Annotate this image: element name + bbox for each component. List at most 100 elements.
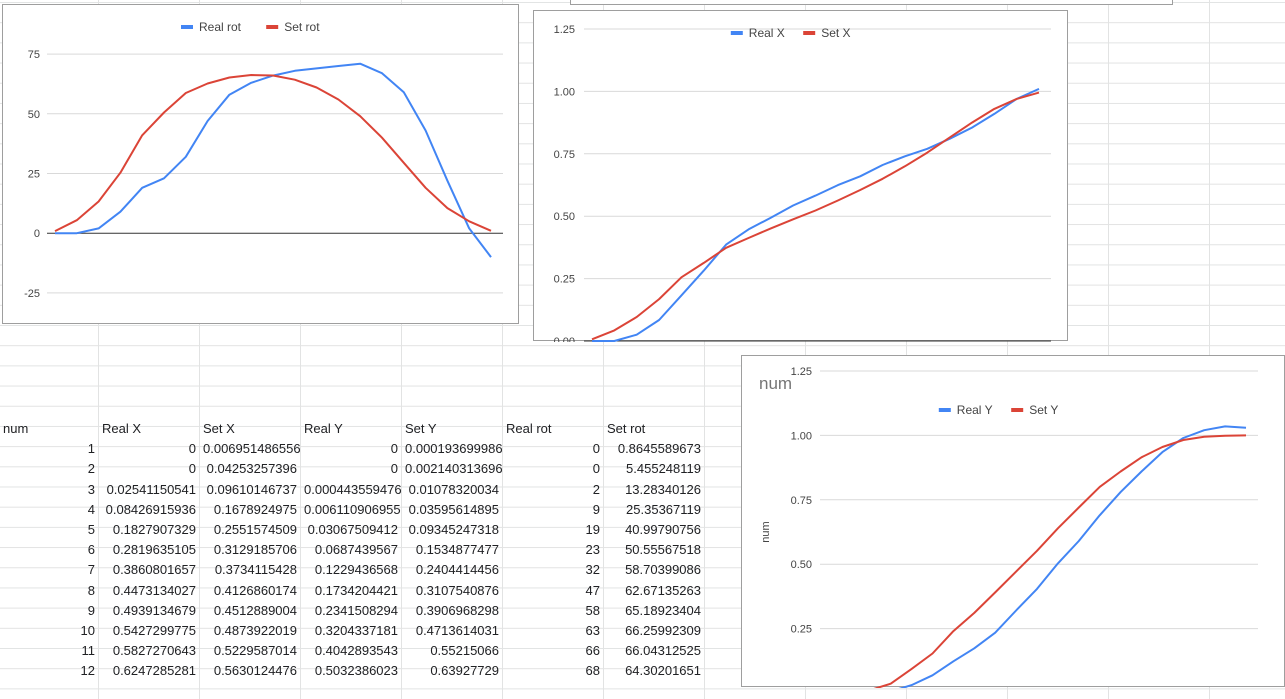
table-cell[interactable]: 0.08426915936 (105, 501, 196, 517)
table-cell[interactable]: 0.63927729 (430, 663, 499, 679)
table-cell[interactable]: 0.1678924975 (213, 501, 297, 517)
table-cell[interactable]: 0.2404414456 (415, 562, 499, 578)
table-cell[interactable]: 0.002140313696 (405, 461, 502, 477)
table-cell[interactable]: 0.4473134027 (112, 582, 196, 598)
table-cell[interactable]: 19 (585, 522, 600, 537)
table-cell[interactable]: 64.30201651 (625, 663, 701, 679)
table-cell[interactable]: 66.25992309 (625, 623, 701, 638)
table-cell[interactable]: 32 (585, 562, 600, 578)
table-cell[interactable]: 0.3204337181 (314, 623, 398, 638)
table-cell[interactable]: 0.3860801657 (112, 562, 196, 578)
table-cell[interactable]: 40.99790756 (625, 522, 701, 537)
table-cell[interactable]: 0.01078320034 (408, 481, 499, 497)
table-cell[interactable]: 13.28340126 (625, 481, 701, 497)
table-row: 3 0.02541150541 0.09610146737 0.00044355947… (0, 480, 705, 500)
table-cell[interactable]: 0.1534877477 (415, 542, 499, 558)
table-cell[interactable]: 0.3734115428 (214, 562, 297, 578)
table-cell[interactable]: 0.006951486556 (203, 441, 300, 457)
table-cell[interactable]: 11 (81, 643, 96, 659)
table-cell[interactable]: 0.006110906955 (304, 501, 401, 517)
header-cell[interactable]: Real X (102, 421, 142, 436)
header-cell[interactable]: Real Y (304, 421, 343, 436)
table-cell[interactable]: 0 (592, 441, 600, 457)
table-cell[interactable]: 10 (80, 623, 95, 638)
table-cell[interactable]: 9 (87, 602, 95, 618)
table-cell[interactable]: 9 (592, 501, 600, 517)
table-cell[interactable]: 0.2341508294 (314, 602, 398, 618)
table-cell[interactable]: 0.3906968298 (415, 602, 499, 618)
table-cell[interactable]: 0.5229587014 (213, 643, 297, 659)
table-cell[interactable]: 66 (585, 643, 600, 659)
table-cell[interactable]: 0.4042893543 (314, 643, 398, 659)
table-cell[interactable]: 62.67135263 (625, 582, 701, 598)
table-cell[interactable]: 0.5827270643 (112, 643, 196, 659)
table-cell[interactable]: 0 (390, 461, 398, 477)
table-cell[interactable]: 0.2819635105 (112, 542, 196, 558)
table-cell[interactable]: 1 (87, 441, 95, 457)
table-cell[interactable]: 0.09345247318 (408, 522, 499, 537)
table-cell[interactable]: 4 (87, 501, 95, 517)
legend-label: Set rot (284, 20, 320, 34)
table-cell[interactable]: 0.4873922019 (213, 623, 297, 638)
chart-partial-top[interactable] (570, 0, 1173, 5)
table-cell[interactable]: 0.03595614895 (408, 501, 499, 517)
table-cell[interactable]: 0.4713614031 (415, 623, 499, 638)
table-cell[interactable]: 58 (585, 602, 600, 618)
table-row: 12 0.6247285281 0.5630124476 0.5032386023 0.… (0, 661, 705, 681)
table-cell[interactable]: 0.4126860174 (213, 582, 297, 598)
table-cell[interactable]: 0.03067509412 (307, 522, 398, 537)
table-cell[interactable]: 0.5427299775 (112, 623, 196, 638)
table-cell[interactable]: 0 (188, 441, 196, 457)
table-cell[interactable]: 0 (188, 461, 196, 477)
table-cell[interactable]: 0.55215066 (430, 643, 499, 659)
table-cell[interactable]: 0.2551574509 (213, 522, 297, 537)
chart-x-position[interactable]: 1.25 1.00 0.75 0.50 0.25 0.00 Real X Set X (533, 10, 1068, 342)
table-cell[interactable]: 0.4512889004 (213, 602, 297, 618)
table-cell[interactable]: 5.455248119 (626, 461, 701, 477)
table-cell[interactable]: 0.000193699986 (405, 441, 502, 457)
header-cell[interactable]: num (3, 421, 29, 436)
table-cell[interactable]: 50.55567518 (625, 542, 701, 558)
table-cell[interactable]: 0.000443559476 (304, 481, 401, 497)
table-cell[interactable]: 65.18923404 (625, 602, 701, 618)
table-cell[interactable]: 0.3107540876 (415, 582, 499, 598)
table-cell[interactable]: 0.1734204421 (314, 582, 398, 598)
table-cell[interactable]: 8 (87, 582, 95, 598)
table-cell[interactable]: 0.1827907329 (112, 522, 196, 537)
chart-rotation[interactable]: 75 50 25 0 -25 Real rot Set rot (2, 4, 519, 324)
table-cell[interactable]: 12 (80, 663, 95, 679)
table-cell[interactable]: 0.8645589673 (617, 441, 701, 457)
table-cell[interactable]: 63 (585, 623, 600, 638)
table-cell[interactable]: 0 (592, 461, 600, 477)
table-cell[interactable]: 5 (87, 522, 95, 537)
table-cell[interactable]: 0.0687439567 (314, 542, 398, 558)
table-cell[interactable]: 0.6247285281 (112, 663, 196, 679)
table-cell[interactable]: 47 (585, 582, 600, 598)
table-cell[interactable]: 0.04253257396 (206, 461, 297, 477)
table-cell[interactable]: 0 (390, 441, 398, 457)
table-cell[interactable]: 6 (87, 542, 95, 558)
header-cell[interactable]: Set Y (405, 421, 437, 436)
table-cell[interactable]: 0.5630124476 (213, 663, 297, 679)
table-cell[interactable]: 66.04312525 (625, 643, 701, 659)
header-cell[interactable]: Real rot (506, 421, 552, 436)
table-cell[interactable]: 23 (585, 542, 600, 558)
table-cell[interactable]: 0.09610146737 (206, 481, 297, 497)
table-cell[interactable]: 0.4939134679 (112, 602, 196, 618)
table-cell[interactable]: 0.02541150541 (106, 481, 196, 497)
table-cell[interactable]: 2 (87, 461, 95, 477)
y-tick-label: 1.00 (791, 430, 812, 442)
table-cell[interactable]: 0.3129185706 (213, 542, 297, 558)
table-cell[interactable]: 2 (592, 481, 600, 497)
header-cell[interactable]: Set rot (607, 421, 646, 436)
header-cell[interactable]: Set X (203, 421, 235, 436)
table-cell[interactable]: 0.1229436568 (314, 562, 398, 578)
table-cell[interactable]: 0.5032386023 (314, 663, 398, 679)
table-cell[interactable]: 58.70399086 (625, 562, 701, 578)
table-cell[interactable]: 25.35367119 (626, 501, 701, 517)
table-cell[interactable]: 7 (87, 562, 95, 578)
table-cell[interactable]: 68 (585, 663, 600, 679)
table-cell[interactable]: 3 (87, 481, 95, 497)
y-tick-label: 0.75 (554, 149, 575, 161)
